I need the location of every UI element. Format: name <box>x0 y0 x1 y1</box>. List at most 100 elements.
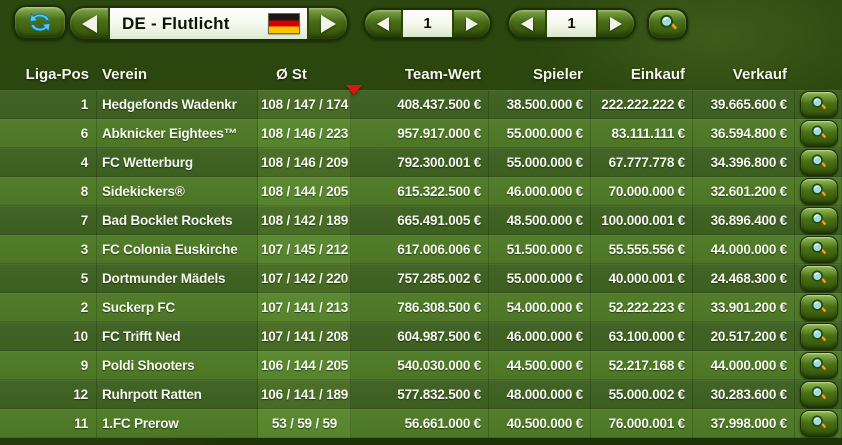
stepper-1-next-button[interactable] <box>454 10 490 37</box>
table-row: 3 FC Colonia Euskirche 107 / 145 / 212 6… <box>0 235 842 264</box>
sort-triangle-down-icon <box>346 85 362 95</box>
row-verein: Poldi Shooters <box>97 351 258 380</box>
row-verkauf: 39.665.600 € <box>693 90 795 119</box>
row-team-wert: 665.491.005 € <box>351 206 489 235</box>
row-st: 106 / 144 / 205 <box>258 351 351 380</box>
row-liga-pos: 7 <box>0 206 97 235</box>
column-header-verein[interactable]: Verein <box>102 65 148 83</box>
refresh-button[interactable] <box>13 5 67 40</box>
row-detail-button[interactable] <box>799 178 838 205</box>
league-selector: DE - Flutlicht <box>68 6 349 41</box>
row-verein: FC Colonia Euskirche <box>97 235 258 264</box>
league-next-button[interactable] <box>309 8 347 39</box>
magnifier-icon <box>809 385 828 404</box>
arrow-right-icon <box>320 14 336 33</box>
magnifier-icon <box>809 182 828 201</box>
row-verkauf: 20.517.200 € <box>693 322 795 351</box>
table-row: 9 Poldi Shooters 106 / 144 / 205 540.030… <box>0 351 842 380</box>
stepper-2-next-button[interactable] <box>598 10 634 37</box>
row-verein: Sidekickers® <box>97 177 258 206</box>
row-spieler: 46.000.000 € <box>489 322 591 351</box>
row-liga-pos: 6 <box>0 119 97 148</box>
column-header-verkauf[interactable]: Verkauf <box>732 65 787 83</box>
row-detail-button[interactable] <box>799 149 838 176</box>
row-verkauf: 36.896.400 € <box>693 206 795 235</box>
row-spieler: 54.000.000 € <box>489 293 591 322</box>
row-spieler: 40.500.000 € <box>489 409 591 438</box>
row-liga-pos: 5 <box>0 264 97 293</box>
search-button[interactable] <box>647 8 688 40</box>
row-einkauf: 52.222.223 € <box>591 293 693 322</box>
row-team-wert: 757.285.002 € <box>351 264 489 293</box>
column-header-liga-pos[interactable]: Liga-Pos <box>25 65 89 83</box>
row-liga-pos: 9 <box>0 351 97 380</box>
row-team-wert: 56.661.000 € <box>351 409 489 438</box>
row-detail-button[interactable] <box>799 236 838 263</box>
row-einkauf: 63.100.000 € <box>591 322 693 351</box>
arrow-left-icon <box>377 16 389 31</box>
row-detail-button[interactable] <box>799 120 838 147</box>
row-spieler: 55.000.000 € <box>489 148 591 177</box>
row-liga-pos: 12 <box>0 380 97 409</box>
row-detail-button[interactable] <box>799 91 838 118</box>
row-team-wert: 408.437.500 € <box>351 90 489 119</box>
magnifier-icon <box>809 153 828 172</box>
row-liga-pos: 4 <box>0 148 97 177</box>
stepper-2-value[interactable]: 1 <box>545 10 598 37</box>
row-team-wert: 615.322.500 € <box>351 177 489 206</box>
column-header-einkauf[interactable]: Einkauf <box>630 65 685 83</box>
league-label: DE - Flutlicht <box>122 13 230 33</box>
row-detail-button[interactable] <box>799 352 838 379</box>
magnifier-icon <box>809 240 828 259</box>
arrow-right-icon <box>466 16 478 31</box>
row-detail-button[interactable] <box>799 265 838 292</box>
germany-flag-icon <box>268 13 300 34</box>
row-team-wert: 577.832.500 € <box>351 380 489 409</box>
table-row: 8 Sidekickers® 108 / 144 / 205 615.322.5… <box>0 177 842 206</box>
row-verkauf: 33.901.200 € <box>693 293 795 322</box>
stepper-1-prev-button[interactable] <box>365 10 401 37</box>
row-verkauf: 34.396.800 € <box>693 148 795 177</box>
arrow-left-icon <box>521 16 533 31</box>
row-team-wert: 540.030.000 € <box>351 351 489 380</box>
row-verkauf: 36.594.800 € <box>693 119 795 148</box>
stepper-1-value[interactable]: 1 <box>401 10 454 37</box>
column-header-st[interactable]: Ø St <box>276 65 307 83</box>
table-row: 10 FC Trifft Ned 107 / 141 / 208 604.987… <box>0 322 842 351</box>
magnifier-icon <box>809 414 828 433</box>
table-header: Liga-Pos Verein Ø St Team-Wert Spieler E… <box>0 58 842 90</box>
toolbar: DE - Flutlicht 1 1 <box>0 0 842 58</box>
row-liga-pos: 10 <box>0 322 97 351</box>
row-team-wert: 792.300.001 € <box>351 148 489 177</box>
table-row: 1 Hedgefonds Wadenkr 108 / 147 / 174 408… <box>0 90 842 119</box>
row-einkauf: 222.222.222 € <box>591 90 693 119</box>
row-spieler: 38.500.000 € <box>489 90 591 119</box>
row-st: 108 / 144 / 205 <box>258 177 351 206</box>
row-st: 108 / 142 / 189 <box>258 206 351 235</box>
column-header-team-wert[interactable]: Team-Wert <box>404 65 481 83</box>
row-verein: Hedgefonds Wadenkr <box>97 90 258 119</box>
row-spieler: 51.500.000 € <box>489 235 591 264</box>
row-einkauf: 40.000.001 € <box>591 264 693 293</box>
table-row: 4 FC Wetterburg 108 / 146 / 209 792.300.… <box>0 148 842 177</box>
row-detail-button[interactable] <box>799 410 838 437</box>
row-verein: Suckerp FC <box>97 293 258 322</box>
magnifier-icon <box>809 356 828 375</box>
stepper-2-prev-button[interactable] <box>509 10 545 37</box>
row-detail-button[interactable] <box>799 207 838 234</box>
row-st: 107 / 141 / 208 <box>258 322 351 351</box>
row-einkauf: 100.000.001 € <box>591 206 693 235</box>
row-detail-button[interactable] <box>799 381 838 408</box>
row-verein: Ruhrpott Ratten <box>97 380 258 409</box>
row-detail-button[interactable] <box>799 294 838 321</box>
league-prev-button[interactable] <box>70 8 108 39</box>
row-spieler: 48.500.000 € <box>489 206 591 235</box>
row-st: 108 / 146 / 223 <box>258 119 351 148</box>
row-einkauf: 55.555.556 € <box>591 235 693 264</box>
row-spieler: 44.500.000 € <box>489 351 591 380</box>
table-row: 11 1.FC Prerow 53 / 59 / 59 56.661.000 €… <box>0 409 842 438</box>
row-detail-button[interactable] <box>799 323 838 350</box>
row-verein: FC Trifft Ned <box>97 322 258 351</box>
column-header-spieler[interactable]: Spieler <box>532 65 583 83</box>
row-verkauf: 32.601.200 € <box>693 177 795 206</box>
